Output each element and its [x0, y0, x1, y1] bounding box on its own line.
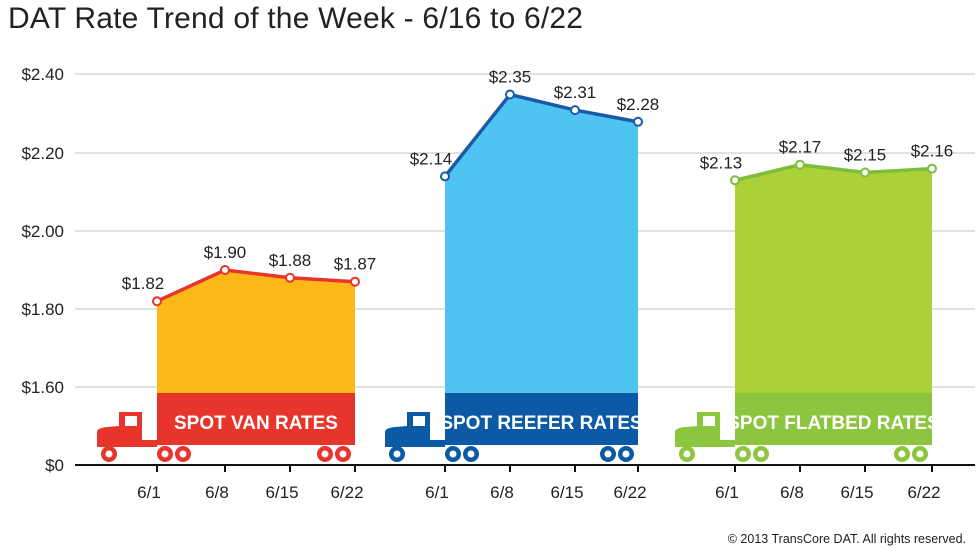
data-label: $2.15: [844, 146, 887, 165]
series-line: [734, 162, 933, 183]
data-label: $2.14: [410, 149, 453, 168]
truck-cab-icon: [97, 412, 157, 447]
data-point: [927, 163, 937, 174]
data-label: $1.82: [122, 274, 165, 293]
data-point: [795, 159, 805, 170]
data-label: $2.28: [617, 95, 660, 114]
wheel-hub: [604, 450, 612, 458]
data-point: [440, 171, 450, 182]
area-fill: [445, 94, 638, 393]
trailer-band: [157, 393, 355, 445]
wheel-hub: [739, 450, 747, 458]
series-line: [443, 92, 639, 178]
x-tick-label: 6/22: [907, 483, 940, 502]
y-tick-label: $2.00: [21, 222, 64, 241]
y-tick-label: $2.40: [21, 65, 64, 84]
wheel-hub: [105, 450, 113, 458]
wheel-hub: [757, 450, 765, 458]
data-point: [633, 116, 643, 127]
x-tick-label: 6/15: [265, 483, 298, 502]
data-point: [220, 265, 230, 275]
data-label: $1.90: [204, 243, 247, 262]
wheel-hub: [467, 450, 475, 458]
wheel-hub: [321, 450, 329, 458]
series-label: SPOT VAN RATES: [174, 413, 338, 434]
y-tick-label: $2.20: [21, 144, 64, 163]
x-tick-label: 6/15: [840, 483, 873, 502]
data-point: [860, 167, 870, 178]
x-tick-label: 6/22: [330, 483, 363, 502]
truck-window: [413, 416, 425, 426]
data-point: [350, 276, 360, 287]
copyright: © 2013 TransCore DAT. All rights reserve…: [727, 532, 966, 546]
area-fill: [735, 164, 932, 393]
truck-window: [703, 416, 715, 426]
series-1: SPOT REEFER RATES $2.14 6/1 $2.35 6/8 $2.31 6/…: [385, 68, 660, 502]
x-tick-label: 6/8: [490, 483, 514, 502]
data-label: $1.88: [269, 251, 312, 270]
truck-cab-icon: [385, 412, 445, 447]
data-label: $2.17: [779, 138, 822, 157]
wheel-hub: [622, 450, 630, 458]
data-point: [570, 105, 580, 116]
series-0: SPOT VAN RATES $1.82 6/1 $1.90 6/8 $1.88 6/15 $…: [97, 243, 376, 502]
wheel-hub: [916, 450, 924, 458]
series-label: SPOT FLATBED RATES: [727, 413, 940, 434]
wheel-hub: [898, 450, 906, 458]
wheel-hub: [179, 450, 187, 458]
wheel-hub: [683, 450, 691, 458]
data-label: $1.87: [334, 255, 377, 274]
y-tick-label: $1.60: [21, 378, 64, 397]
truck-cab-icon: [675, 412, 735, 447]
series-2: SPOT FLATBED RATES $2.13 6/1 $2.17 6/8 $2.15 6…: [675, 138, 953, 502]
x-tick-label: 6/1: [425, 483, 449, 502]
data-label: $2.31: [554, 83, 597, 102]
data-label: $2.13: [700, 153, 743, 172]
x-tick-label: 6/22: [613, 483, 646, 502]
x-tick-label: 6/1: [715, 483, 739, 502]
data-point: [285, 272, 295, 283]
series-label: SPOT REEFER RATES: [440, 413, 642, 434]
truck-window: [125, 416, 137, 426]
wheel-hub: [161, 450, 169, 458]
x-tick-label: 6/8: [780, 483, 804, 502]
x-tick-label: 6/8: [205, 483, 229, 502]
chart-title: DAT Rate Trend of the Week - 6/16 to 6/2…: [8, 2, 584, 35]
area-fill: [157, 270, 355, 393]
wheel-hub: [339, 450, 347, 458]
data-point: [152, 296, 162, 307]
x-tick-label: 6/15: [550, 483, 583, 502]
data-label: $2.16: [911, 142, 954, 161]
x-tick-label: 6/1: [137, 483, 161, 502]
data-point: [505, 89, 515, 100]
data-label: $2.35: [489, 68, 532, 87]
wheel-hub: [449, 450, 457, 458]
wheel-hub: [393, 450, 401, 458]
y-tick-label: $0: [45, 456, 64, 475]
trailer-band: [445, 393, 638, 445]
series-line: [156, 268, 356, 303]
y-tick-label: $1.80: [21, 300, 64, 319]
data-point: [730, 175, 740, 186]
trailer-band: [735, 393, 932, 445]
